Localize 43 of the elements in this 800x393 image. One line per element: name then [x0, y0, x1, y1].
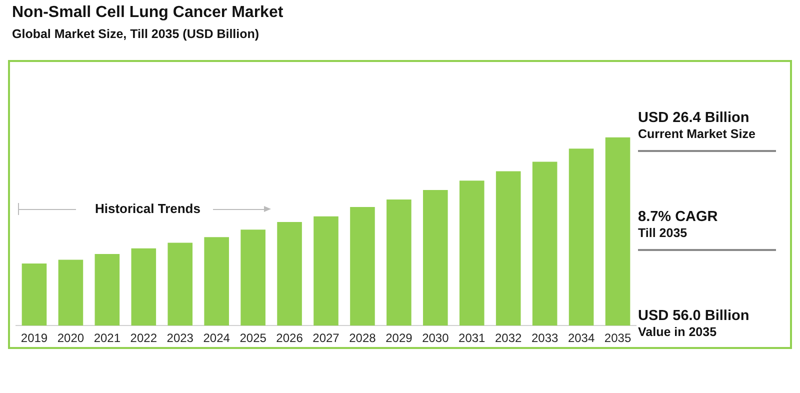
bar [459, 180, 484, 326]
x-tick-label: 2023 [166, 331, 194, 346]
text: USD 56.0 Billion [638, 308, 750, 324]
bar [277, 222, 302, 326]
x-tick-label: 2026 [276, 331, 304, 346]
text: 8.7% CAGR [638, 209, 719, 225]
bar [58, 260, 84, 326]
text: Current Market Size [638, 127, 756, 141]
x-tick-label: 2020 [57, 331, 84, 346]
x-tick-label: 2021 [94, 331, 121, 346]
bar [386, 199, 412, 326]
bar [22, 263, 47, 326]
x-tick-label: 2025 [240, 331, 267, 346]
bar [423, 190, 448, 326]
bar [168, 242, 193, 326]
x-tick-label: 2019 [20, 331, 48, 346]
bar [314, 216, 338, 326]
x-tick-label: 2029 [386, 331, 413, 346]
text: USD 26.4 Billion [638, 110, 750, 126]
chart-subtitle: Global Market Size, Till 2035 (USD Billion) [12, 27, 260, 41]
bar [568, 148, 594, 326]
chart-title: Non-Small Cell Lung Cancer Market [12, 4, 284, 22]
x-tick-label: 2030 [422, 331, 450, 346]
x-tick-label: 2032 [495, 331, 522, 346]
x-tick-label: 2024 [203, 331, 230, 346]
text: Value in 2035 [638, 325, 718, 339]
bar [532, 162, 558, 326]
bar [350, 206, 375, 326]
x-tick-label: 2033 [531, 331, 558, 346]
bar [605, 137, 630, 326]
x-tick-label: 2028 [349, 331, 376, 346]
bar [94, 254, 120, 326]
x-tick-label: 2027 [312, 331, 340, 346]
text: Till 2035 [638, 226, 688, 240]
x-tick-label: 2034 [568, 331, 595, 346]
bar [496, 171, 521, 326]
bar [204, 237, 229, 326]
bar [240, 230, 266, 326]
bar [131, 248, 156, 326]
x-tick-label: 2031 [458, 331, 486, 346]
annotation: Historical Trends [95, 201, 200, 216]
x-tick-label: 2022 [130, 331, 158, 346]
x-tick-label: 2035 [604, 331, 632, 346]
